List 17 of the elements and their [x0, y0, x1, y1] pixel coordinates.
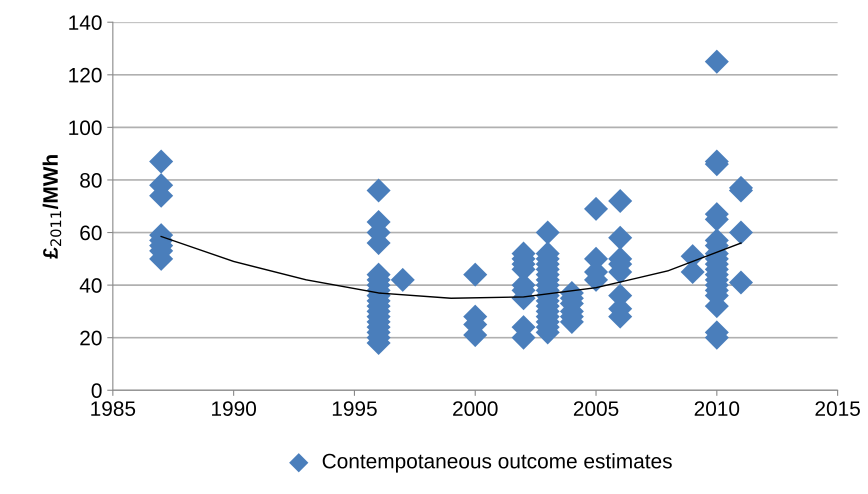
x-tick-label: 1985 — [91, 401, 136, 416]
x-tick-label: 2005 — [574, 401, 618, 416]
y-tick-label: 20 — [80, 330, 102, 346]
x-tick-label: 2015 — [816, 401, 860, 416]
x-tick-label: 1990 — [212, 401, 256, 416]
y-tick-label: 80 — [80, 172, 102, 188]
x-tick-label: 2010 — [694, 401, 740, 416]
y-tick-label: 60 — [80, 226, 102, 240]
x-tick-label: 1995 — [332, 401, 377, 416]
y-tick-label: 40 — [80, 278, 102, 293]
y-tick-label: 140 — [69, 15, 102, 30]
y-axis-title: £$_{2011}$/MWh — [42, 155, 62, 259]
y-tick-label: 100 — [69, 120, 102, 136]
x-tick-label: 2000 — [453, 401, 498, 416]
legend-label: Contempotaneous outcome estimates — [322, 453, 672, 473]
y-tick-label: 120 — [69, 68, 102, 83]
y-tick-label: 0 — [92, 383, 102, 398]
